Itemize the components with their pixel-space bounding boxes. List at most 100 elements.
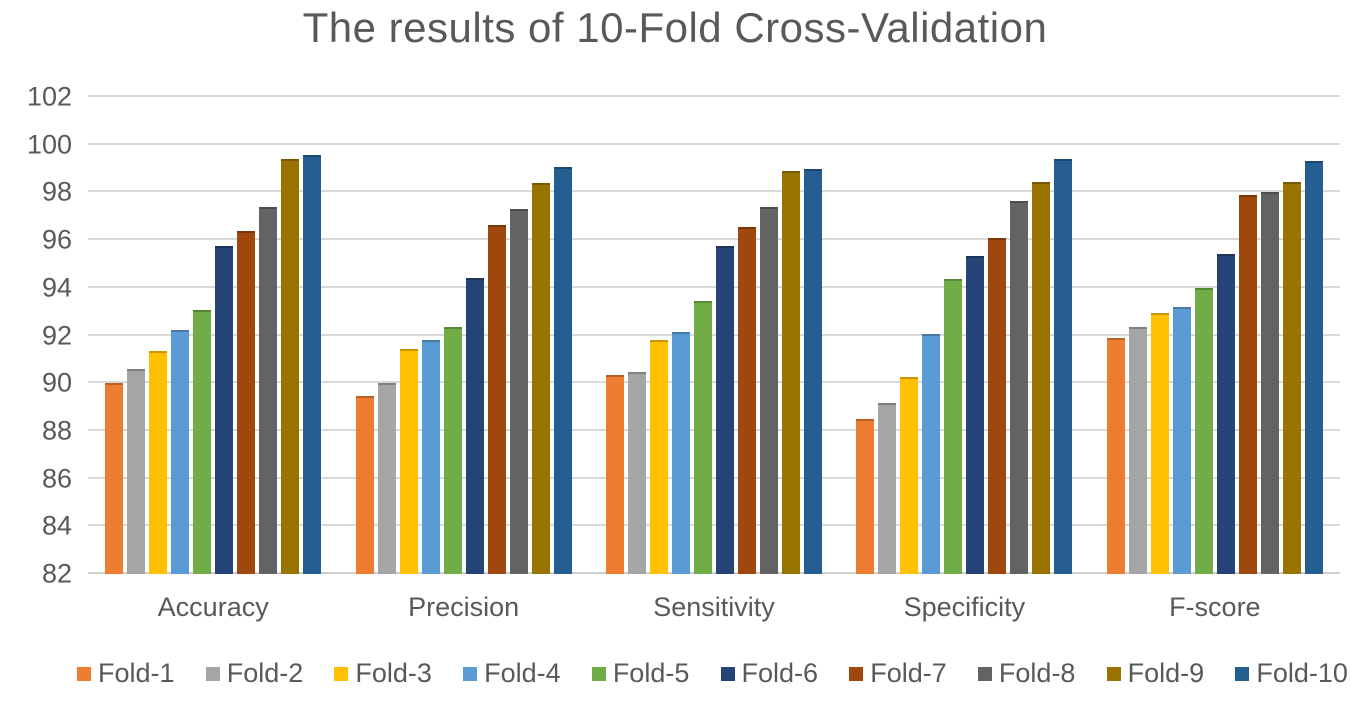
bar-group-sensitivity	[589, 97, 839, 574]
legend-label: Fold-8	[998, 658, 1076, 688]
legend-color-swatch-icon	[977, 666, 992, 681]
y-axis-tick-label: 90	[41, 367, 72, 398]
bar	[281, 159, 300, 574]
bar	[215, 246, 234, 574]
bar	[966, 255, 985, 574]
legend-color-swatch-icon	[1106, 666, 1121, 681]
bar	[1128, 327, 1147, 574]
bar	[782, 170, 801, 574]
gridline	[88, 238, 1340, 241]
bar-group-specificity	[839, 97, 1089, 574]
bar	[650, 340, 669, 574]
plot-area	[88, 95, 1340, 574]
bar	[672, 331, 691, 574]
legend-item: Fold-9	[1106, 658, 1205, 688]
y-axis-tick-label: 94	[41, 272, 72, 303]
y-axis-tick-label: 88	[41, 415, 72, 446]
bar	[878, 403, 897, 574]
x-axis-category-label: Precision	[408, 592, 520, 622]
bar	[127, 368, 146, 574]
legend-item: Fold-7	[849, 660, 947, 687]
bar	[1260, 192, 1279, 574]
bar	[1150, 312, 1169, 574]
y-axis-tick-label: 98	[41, 176, 72, 207]
bar	[760, 206, 779, 574]
legend-label: Fold-7	[870, 658, 947, 688]
bar	[1106, 337, 1125, 574]
x-axis-category-label: Specificity	[903, 592, 1026, 622]
bar	[1304, 161, 1323, 574]
legend-item: Fold-4	[463, 660, 561, 687]
y-axis-tick-label: 92	[41, 320, 72, 350]
bar	[355, 396, 374, 574]
legend-label: Fold-10	[1256, 658, 1348, 688]
bar	[509, 209, 528, 574]
gridline	[88, 476, 1340, 479]
gridline	[88, 524, 1340, 527]
bar	[1282, 181, 1301, 574]
bar	[149, 351, 168, 574]
bar	[804, 168, 823, 574]
gridline	[88, 428, 1340, 431]
bar	[421, 340, 440, 574]
legend-color-swatch-icon	[591, 666, 606, 681]
legend-item: Fold-2	[205, 660, 303, 687]
bar	[1216, 254, 1235, 574]
bar	[606, 374, 625, 574]
bar	[303, 155, 322, 574]
legend-color-swatch-icon	[720, 666, 735, 681]
chart-title: The results of 10-Fold Cross-Validation	[302, 4, 1048, 51]
y-axis-tick-label: 102	[26, 81, 72, 112]
bar	[944, 279, 963, 574]
legend-label: Fold-3	[355, 658, 432, 688]
legend-item: Fold-5	[591, 658, 690, 688]
bar	[553, 167, 572, 574]
bar	[259, 206, 278, 574]
legend-label: Fold-5	[612, 658, 690, 688]
legend-item: Fold-8	[977, 658, 1076, 688]
bar-group-accuracy	[88, 97, 338, 574]
legend-item: Fold-1	[77, 660, 175, 687]
legend-label: Fold-6	[741, 658, 819, 688]
bar	[487, 224, 506, 574]
y-axis-tick-label: 96	[41, 224, 72, 255]
legend-item: Fold-3	[334, 660, 432, 687]
bar-group-precision	[338, 97, 588, 574]
legend-label: Fold-9	[1127, 658, 1205, 688]
bar	[193, 310, 212, 574]
bar	[443, 327, 462, 574]
bar	[105, 383, 124, 574]
gridline	[88, 95, 1340, 97]
bar	[1054, 159, 1073, 574]
x-axis-category-label: Sensitivity	[653, 592, 775, 622]
x-axis: Accuracy Precision Sensitivity Specificity F…	[88, 592, 1340, 623]
bar	[465, 278, 484, 574]
bar	[531, 182, 550, 574]
y-axis-tick-label: 100	[26, 129, 72, 160]
bar-group-f-score	[1090, 97, 1340, 574]
bar	[1238, 194, 1257, 574]
y-axis: 82 84 86 88 90 92 94 96 98 100 102	[0, 83, 72, 587]
bar	[900, 377, 919, 574]
x-axis-category-label: F-score	[1169, 592, 1261, 622]
legend: Fold-1 Fold-2 Fold-3 Fold-4 Fold-5 Fold-6 Fold…	[77, 660, 1348, 687]
legend-color-swatch-icon	[205, 666, 220, 681]
gridline	[88, 285, 1340, 288]
y-axis-tick-label: 82	[41, 558, 72, 589]
legend-item: Fold-10	[1235, 660, 1348, 687]
bar	[377, 383, 396, 574]
gridline	[88, 190, 1340, 193]
legend-color-swatch-icon	[1235, 666, 1250, 681]
legend-label: Fold-1	[98, 658, 175, 688]
bar	[1194, 287, 1213, 574]
x-axis-category-label: Accuracy	[157, 592, 269, 622]
bar	[856, 418, 875, 574]
legend-color-swatch-icon	[849, 666, 864, 681]
legend-color-swatch-icon	[463, 666, 478, 681]
legend-color-swatch-icon	[77, 666, 91, 681]
bar	[716, 246, 735, 574]
legend-item: Fold-6	[720, 658, 819, 688]
gridline	[88, 333, 1340, 336]
gridline	[88, 572, 1340, 574]
gridline	[88, 142, 1340, 145]
